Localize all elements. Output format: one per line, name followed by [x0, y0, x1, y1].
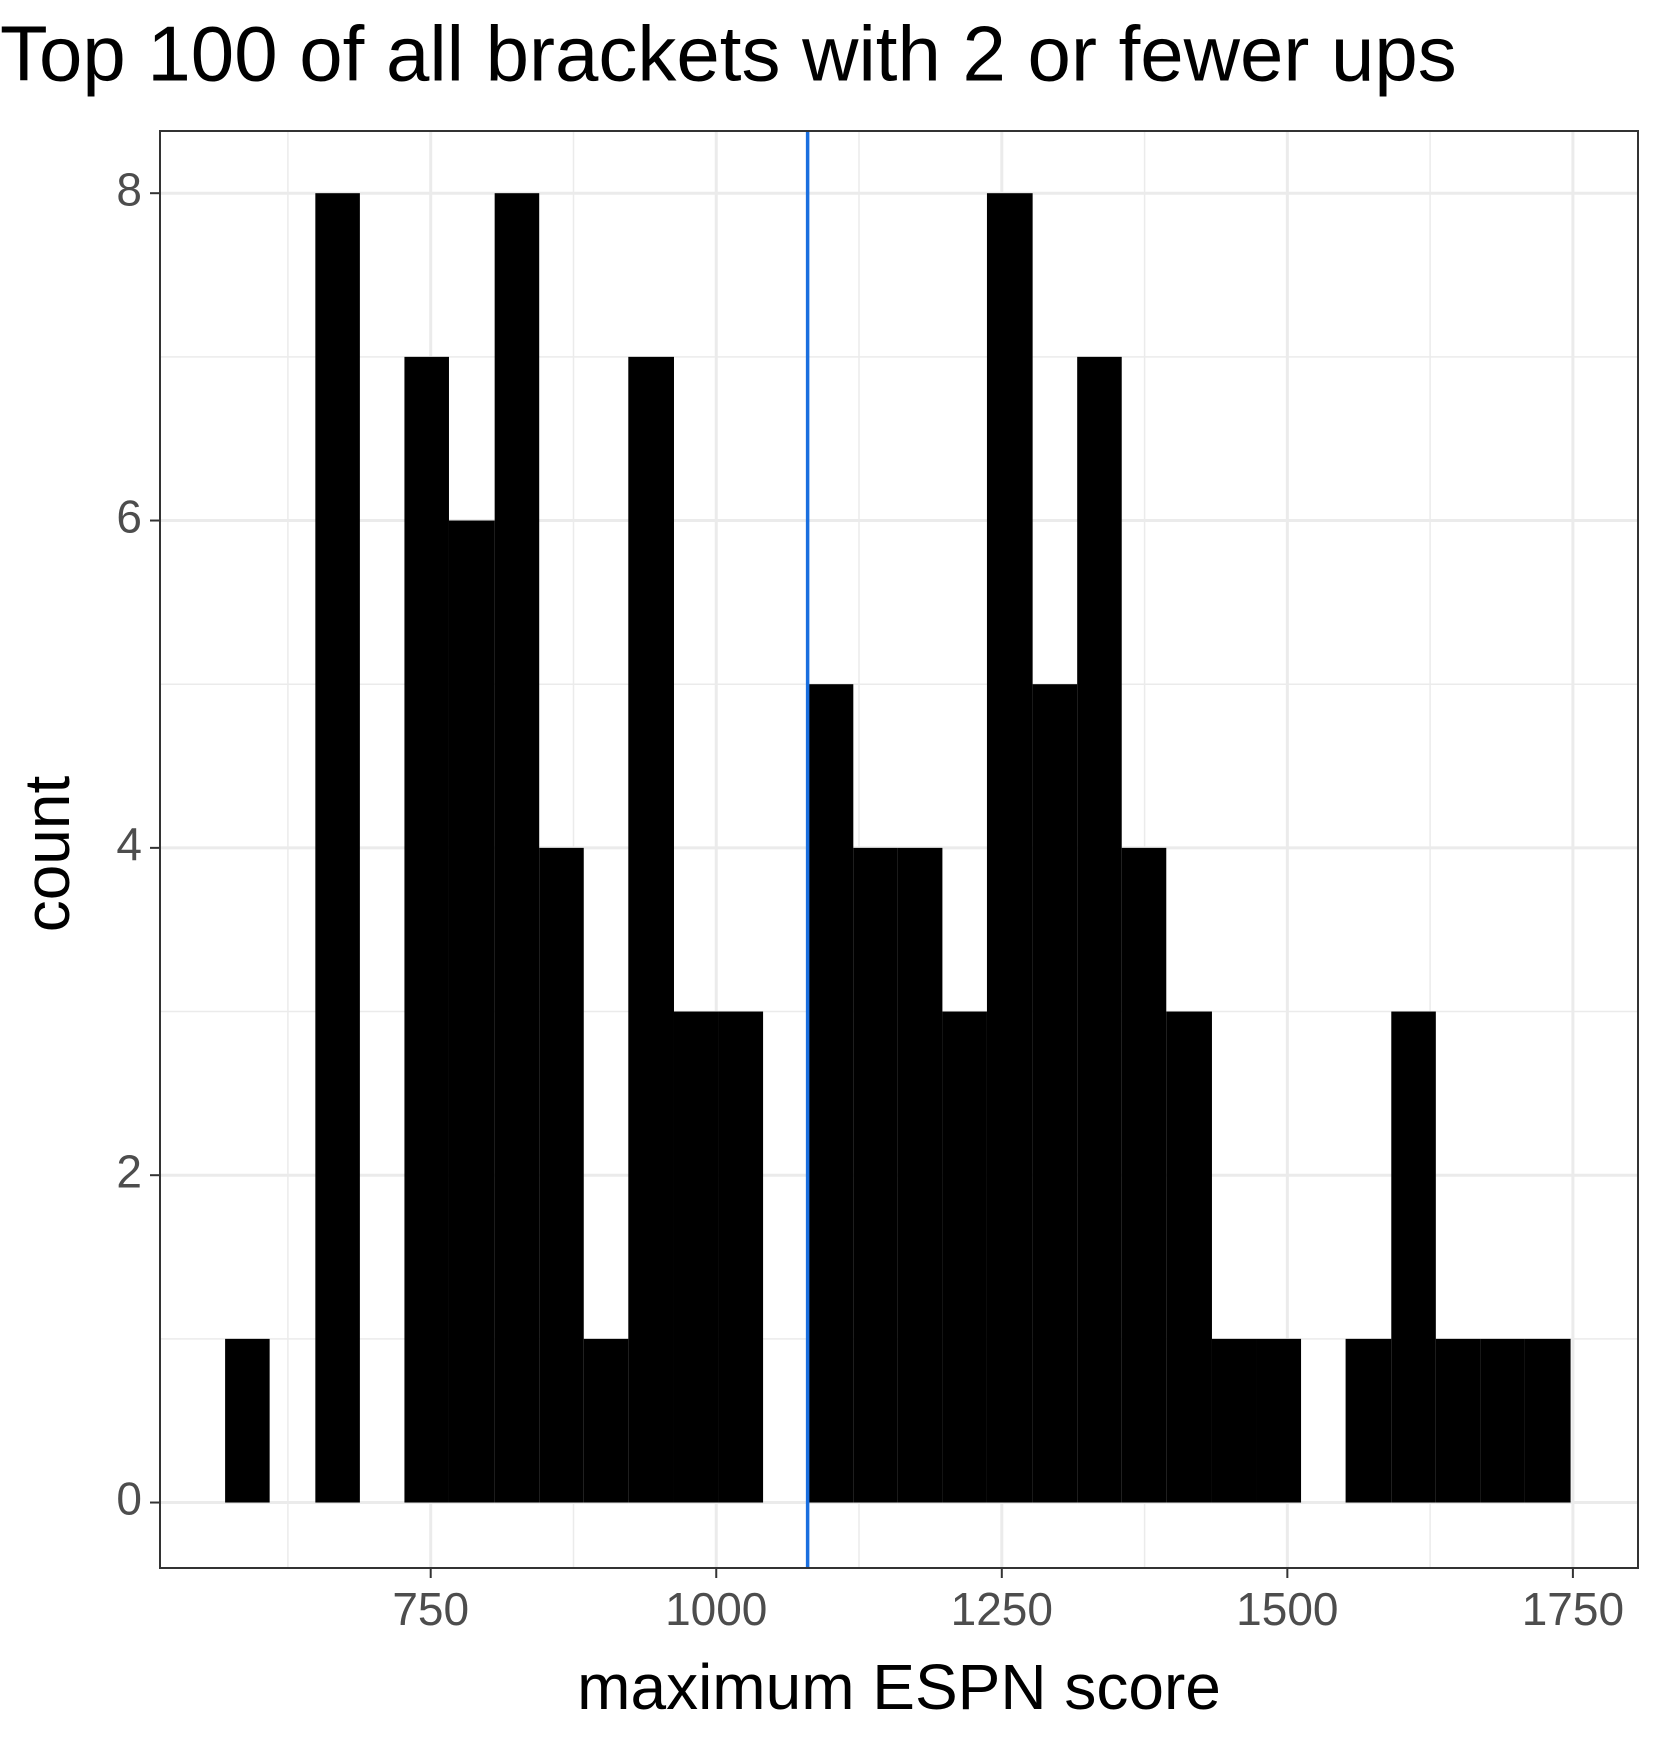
bar: [494, 193, 540, 1503]
bar: [1256, 1338, 1302, 1503]
y-axis-label: count: [11, 776, 83, 933]
bar: [539, 847, 584, 1503]
y-tick-label: 2: [116, 1145, 142, 1197]
y-tick-label: 6: [116, 491, 142, 543]
bar: [628, 356, 674, 1503]
bar: [448, 520, 495, 1503]
bar: [897, 847, 943, 1503]
bar: [315, 193, 360, 1503]
bar: [583, 1338, 629, 1503]
x-tick-label: 1750: [1522, 1583, 1624, 1635]
bar: [853, 847, 898, 1503]
x-axis-label: maximum ESPN score: [577, 1651, 1221, 1723]
bar: [1345, 1338, 1392, 1503]
bar: [1435, 1338, 1481, 1503]
y-tick-label: 0: [116, 1473, 142, 1525]
y-tick-label: 4: [116, 818, 142, 870]
bar: [942, 1011, 987, 1503]
bar: [1391, 1011, 1436, 1503]
bar: [986, 193, 1033, 1503]
x-tick-label: 1000: [665, 1583, 767, 1635]
x-tick-label: 750: [392, 1583, 469, 1635]
bar: [1032, 684, 1078, 1503]
bar: [1211, 1338, 1257, 1503]
bar: [1524, 1338, 1571, 1503]
bar: [404, 356, 449, 1503]
bar: [1166, 1011, 1212, 1503]
bar: [673, 1011, 719, 1503]
bar: [1121, 847, 1167, 1503]
bar: [807, 684, 854, 1503]
panel-border: [159, 130, 1639, 1569]
x-tick-label: 1500: [1236, 1583, 1338, 1635]
chart-title: Top 100 of all brackets with 2 or fewer …: [0, 10, 1457, 98]
bar: [1480, 1338, 1525, 1503]
x-tick-label: 1250: [951, 1583, 1053, 1635]
bar: [1077, 356, 1122, 1503]
bar: [225, 1338, 270, 1503]
y-tick-label: 8: [116, 163, 142, 215]
bar: [718, 1011, 764, 1503]
